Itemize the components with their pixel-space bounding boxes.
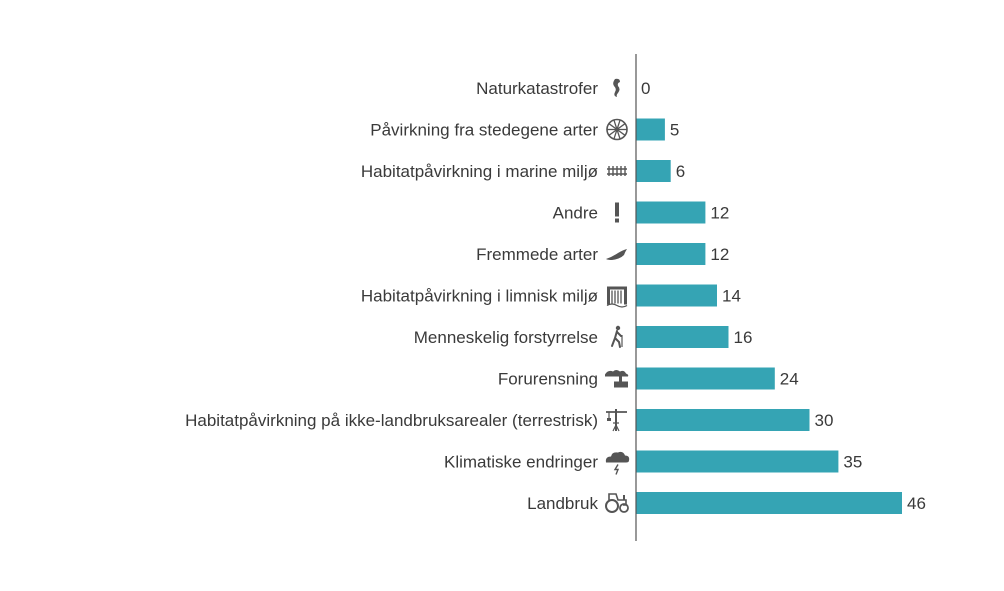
bar-5 (636, 284, 717, 307)
category-label-6: Menneskelig forstyrrelse (414, 328, 598, 347)
crane-icon (606, 409, 627, 432)
fence-icon (607, 166, 627, 176)
value-label-8: 30 (815, 411, 834, 430)
wheel-icon (606, 118, 628, 141)
value-label-1: 5 (670, 121, 679, 140)
category-label-3: Andre (553, 204, 598, 223)
category-label-7: Forurensning (498, 370, 598, 389)
bars-layer (636, 118, 902, 514)
fish-icon (606, 249, 627, 260)
category-label-0: Naturkatastrofer (476, 79, 598, 98)
bar-9 (636, 450, 839, 473)
value-label-3: 12 (710, 204, 729, 223)
category-label-10: Landbruk (527, 494, 598, 513)
value-label-5: 14 (722, 287, 741, 306)
category-label-4: Fremmede arter (476, 245, 598, 264)
factory-smoke-icon (605, 370, 629, 388)
exclamation-icon (615, 202, 619, 223)
hiker-icon (611, 325, 623, 348)
value-label-0: 0 (641, 79, 650, 98)
bar-3 (636, 201, 706, 224)
category-label-8: Habitatpåvirkning på ikke-landbruksareal… (185, 411, 598, 430)
category-label-9: Klimatiske endringer (444, 453, 598, 472)
value-label-7: 24 (780, 370, 799, 389)
category-label-5: Habitatpåvirkning i limnisk miljø (361, 287, 598, 306)
bar-2 (636, 160, 671, 182)
bar-8 (636, 409, 810, 431)
category-label-2: Habitatpåvirkning i marine miljø (361, 162, 598, 181)
value-label-4: 12 (710, 245, 729, 264)
value-label-2: 6 (676, 162, 685, 181)
storm-cloud-icon (605, 451, 630, 475)
bar-7 (636, 367, 775, 390)
bar-4 (636, 243, 706, 265)
category-label-1: Påvirkning fra stedegene arter (370, 121, 598, 140)
bar-10 (636, 492, 902, 514)
value-label-6: 16 (734, 328, 753, 347)
value-label-10: 46 (907, 494, 926, 513)
value-label-9: 35 (843, 453, 862, 472)
dam-icon (606, 286, 628, 308)
bar-1 (636, 118, 665, 141)
icons-layer (605, 78, 630, 513)
seahorse-icon (613, 78, 620, 97)
labels-layer: Naturkatastrofer 0 Påvirkning fra stedegen… (185, 79, 926, 513)
tractor-icon (605, 493, 629, 513)
bar-6 (636, 326, 729, 348)
